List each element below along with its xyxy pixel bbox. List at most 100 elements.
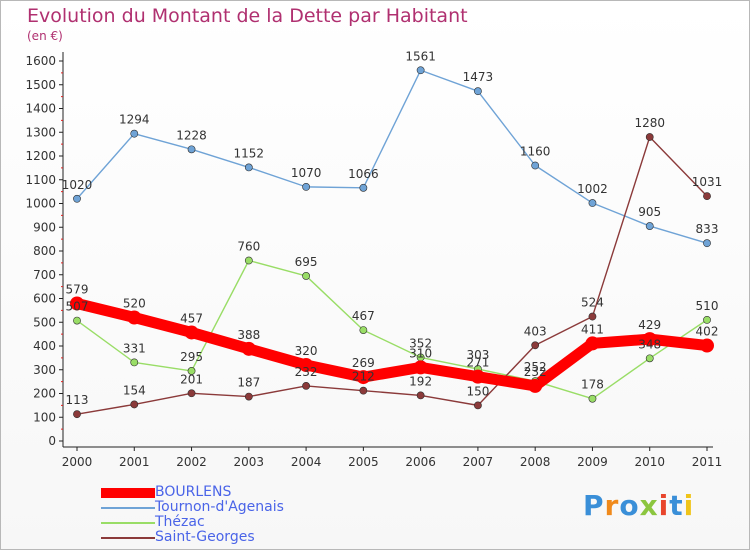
data-point — [73, 316, 81, 325]
series-line — [76, 259, 708, 400]
axes: 0 100 200 300 400 500 600 700 800 900 1000 1100 1200… — [25, 52, 722, 469]
data-label: 150 — [466, 384, 489, 398]
data-point — [703, 239, 711, 248]
unit-label: (en €) — [27, 29, 63, 43]
x-tick-label: 2005 — [348, 455, 379, 469]
data-label: 252 — [524, 360, 547, 374]
legend-label: BOURLENS — [155, 484, 232, 500]
y-tick-label: 400 — [33, 339, 56, 353]
y-tick-label: 600 — [33, 292, 56, 306]
series-line — [76, 69, 708, 244]
data-label: 411 — [581, 322, 604, 336]
data-label: 212 — [352, 370, 375, 384]
data-point — [703, 192, 711, 201]
data-point — [244, 256, 253, 265]
y-tick-label: 1400 — [25, 102, 56, 116]
y-tick-label: 1200 — [25, 149, 56, 163]
data-point — [299, 358, 314, 372]
data-point — [416, 391, 425, 400]
data-point — [244, 163, 253, 172]
data-point — [302, 272, 310, 280]
x-tick-label: 2007 — [463, 455, 494, 469]
data-point — [588, 394, 597, 403]
data-label: 310 — [409, 346, 432, 360]
data-label: 510 — [696, 299, 719, 313]
data-point — [73, 194, 81, 203]
data-label: 695 — [295, 255, 318, 269]
data-label: 154 — [123, 383, 146, 397]
data-label: 467 — [352, 309, 375, 323]
data-label: 320 — [295, 344, 318, 358]
x-tick-label: 2008 — [520, 455, 551, 469]
y-tick-label: 0 — [48, 434, 56, 448]
series-points — [70, 66, 714, 419]
data-point — [302, 381, 310, 390]
data-label: 303 — [466, 348, 489, 362]
data-point — [70, 296, 84, 311]
data-label: 271 — [466, 356, 489, 370]
series-lines — [71, 69, 713, 415]
data-point — [356, 370, 371, 385]
data-point — [359, 326, 368, 334]
data-point — [642, 332, 657, 347]
proxiti-logo: Proxiti — [583, 489, 695, 522]
data-label: 1160 — [520, 145, 551, 159]
data-point — [416, 66, 425, 75]
y-tick-label: 1600 — [25, 54, 56, 68]
data-label: 457 — [180, 311, 203, 325]
data-point — [359, 183, 368, 192]
data-label: 1228 — [176, 128, 207, 142]
data-point — [244, 392, 253, 401]
data-label: 524 — [581, 296, 604, 310]
data-point — [73, 410, 81, 419]
legend-swatch — [101, 537, 155, 539]
data-label: 232 — [524, 365, 547, 379]
legend-label: Saint-Georges — [155, 529, 255, 545]
data-point — [187, 145, 196, 154]
data-point — [241, 341, 256, 356]
data-label: 113 — [66, 393, 89, 407]
data-point — [187, 367, 196, 375]
data-point — [187, 389, 196, 398]
data-point — [474, 87, 482, 96]
data-label: 1031 — [692, 175, 723, 189]
x-tick-label: 2003 — [234, 455, 265, 469]
y-tick-label: 200 — [33, 387, 56, 401]
data-label: 1066 — [348, 167, 379, 181]
data-label: 429 — [638, 318, 661, 332]
data-label: 269 — [352, 356, 375, 370]
data-label: 178 — [581, 378, 604, 392]
legend-swatch — [101, 522, 155, 524]
data-label: 403 — [524, 324, 547, 338]
data-point — [703, 315, 711, 324]
data-point — [130, 129, 139, 138]
data-label: 1294 — [119, 113, 150, 127]
legend-swatch — [101, 507, 155, 509]
data-point — [127, 310, 142, 325]
x-tick-label: 2002 — [176, 455, 207, 469]
data-point — [359, 386, 368, 395]
x-tick-label: 2009 — [577, 455, 608, 469]
data-point — [302, 182, 310, 191]
y-tick-label: 800 — [33, 244, 56, 258]
data-label: 520 — [123, 297, 146, 311]
series-line — [71, 297, 713, 392]
data-label: 295 — [180, 350, 203, 364]
data-label: 1002 — [577, 182, 608, 196]
y-tick-label: 100 — [33, 410, 56, 424]
data-point — [474, 401, 482, 410]
y-tick-label: 1000 — [25, 197, 56, 211]
data-label: 232 — [295, 365, 318, 379]
data-point — [528, 378, 543, 393]
data-point — [130, 400, 139, 409]
data-label: 1561 — [405, 49, 436, 63]
data-label: 507 — [66, 300, 89, 314]
data-point — [413, 360, 428, 375]
data-point — [645, 354, 654, 363]
y-tick-label: 1300 — [25, 125, 56, 139]
data-point — [184, 325, 199, 340]
data-point — [700, 338, 714, 353]
data-label: 579 — [66, 282, 89, 296]
data-labels: 1020 1294 1228 1152 1070 1066 1561 1473 1160 1002… — [62, 49, 723, 407]
